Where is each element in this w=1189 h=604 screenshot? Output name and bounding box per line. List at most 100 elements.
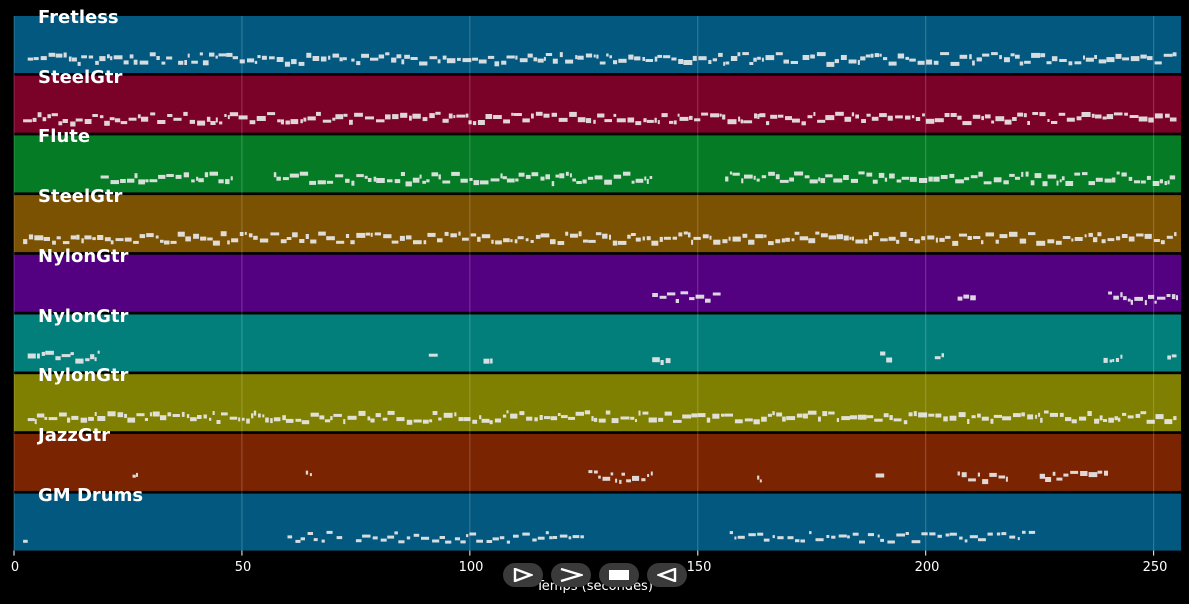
- note: [227, 240, 230, 245]
- note: [1035, 414, 1038, 419]
- note: [569, 111, 577, 117]
- note: [513, 113, 522, 116]
- note: [642, 411, 649, 415]
- note: [1015, 176, 1020, 180]
- note: [502, 176, 507, 180]
- note: [678, 59, 684, 64]
- play-button[interactable]: [503, 563, 543, 587]
- note: [1056, 477, 1063, 481]
- note: [631, 233, 636, 236]
- note: [457, 57, 461, 61]
- note: [238, 417, 241, 422]
- track-label-0: Fretless: [38, 7, 119, 28]
- note: [641, 478, 646, 482]
- note: [647, 474, 650, 477]
- note: [280, 239, 287, 244]
- note: [193, 233, 199, 239]
- note: [1124, 112, 1128, 116]
- note: [683, 231, 688, 235]
- note: [351, 58, 355, 62]
- note: [604, 119, 612, 123]
- note: [880, 238, 888, 242]
- note: [394, 179, 401, 184]
- note: [786, 416, 796, 421]
- note: [886, 357, 893, 363]
- note: [1107, 238, 1115, 242]
- note: [869, 235, 873, 241]
- note: [820, 178, 826, 184]
- note: [1059, 179, 1062, 183]
- rewind-button[interactable]: [647, 563, 687, 587]
- note: [737, 535, 745, 539]
- note: [1040, 417, 1043, 423]
- note: [911, 115, 915, 119]
- note: [644, 176, 647, 181]
- note: [887, 115, 893, 121]
- note: [419, 174, 422, 179]
- note: [1166, 235, 1173, 239]
- note: [427, 232, 436, 237]
- note: [99, 56, 106, 62]
- note: [792, 118, 800, 123]
- note: [1074, 61, 1082, 65]
- note: [995, 239, 999, 244]
- track-label-8: GM Drums: [38, 484, 144, 506]
- note: [540, 233, 550, 238]
- note: [713, 239, 721, 245]
- note: [1122, 412, 1127, 416]
- note: [1045, 477, 1052, 482]
- note: [978, 538, 986, 542]
- note: [300, 119, 303, 124]
- note: [889, 173, 895, 179]
- note: [90, 354, 95, 360]
- note: [759, 479, 762, 483]
- note: [481, 234, 491, 239]
- note: [1108, 291, 1112, 295]
- note: [989, 472, 997, 477]
- note: [364, 175, 368, 179]
- note: [139, 234, 146, 239]
- note: [472, 57, 478, 61]
- forward-button[interactable]: [551, 563, 591, 587]
- note: [748, 533, 756, 537]
- note: [851, 236, 854, 241]
- note: [321, 539, 325, 543]
- note: [1147, 56, 1153, 61]
- note: [1059, 59, 1067, 62]
- note: [1112, 359, 1115, 362]
- note: [818, 416, 821, 422]
- note: [1019, 238, 1027, 244]
- note: [981, 116, 984, 121]
- note: [1115, 53, 1122, 59]
- note: [789, 177, 794, 182]
- note: [1103, 419, 1107, 422]
- note: [258, 413, 261, 418]
- note: [928, 176, 933, 182]
- note: [1113, 295, 1119, 300]
- note: [149, 179, 158, 183]
- note: [857, 414, 867, 420]
- note: [1176, 295, 1178, 301]
- note: [785, 237, 790, 242]
- note: [702, 234, 709, 239]
- note: [623, 171, 631, 176]
- note: [23, 119, 32, 123]
- note: [893, 418, 902, 422]
- stop-button[interactable]: [599, 563, 639, 587]
- note: [332, 53, 340, 58]
- note: [465, 113, 469, 118]
- note: [1140, 411, 1147, 415]
- note: [400, 172, 405, 176]
- note: [1109, 359, 1112, 363]
- note: [905, 56, 909, 60]
- note: [725, 176, 729, 182]
- note: [173, 117, 182, 121]
- note: [124, 237, 132, 242]
- note: [202, 60, 209, 66]
- note: [76, 234, 80, 240]
- note: [1022, 530, 1026, 534]
- note: [506, 178, 515, 183]
- note: [481, 418, 490, 423]
- note: [635, 419, 637, 423]
- note: [944, 113, 950, 117]
